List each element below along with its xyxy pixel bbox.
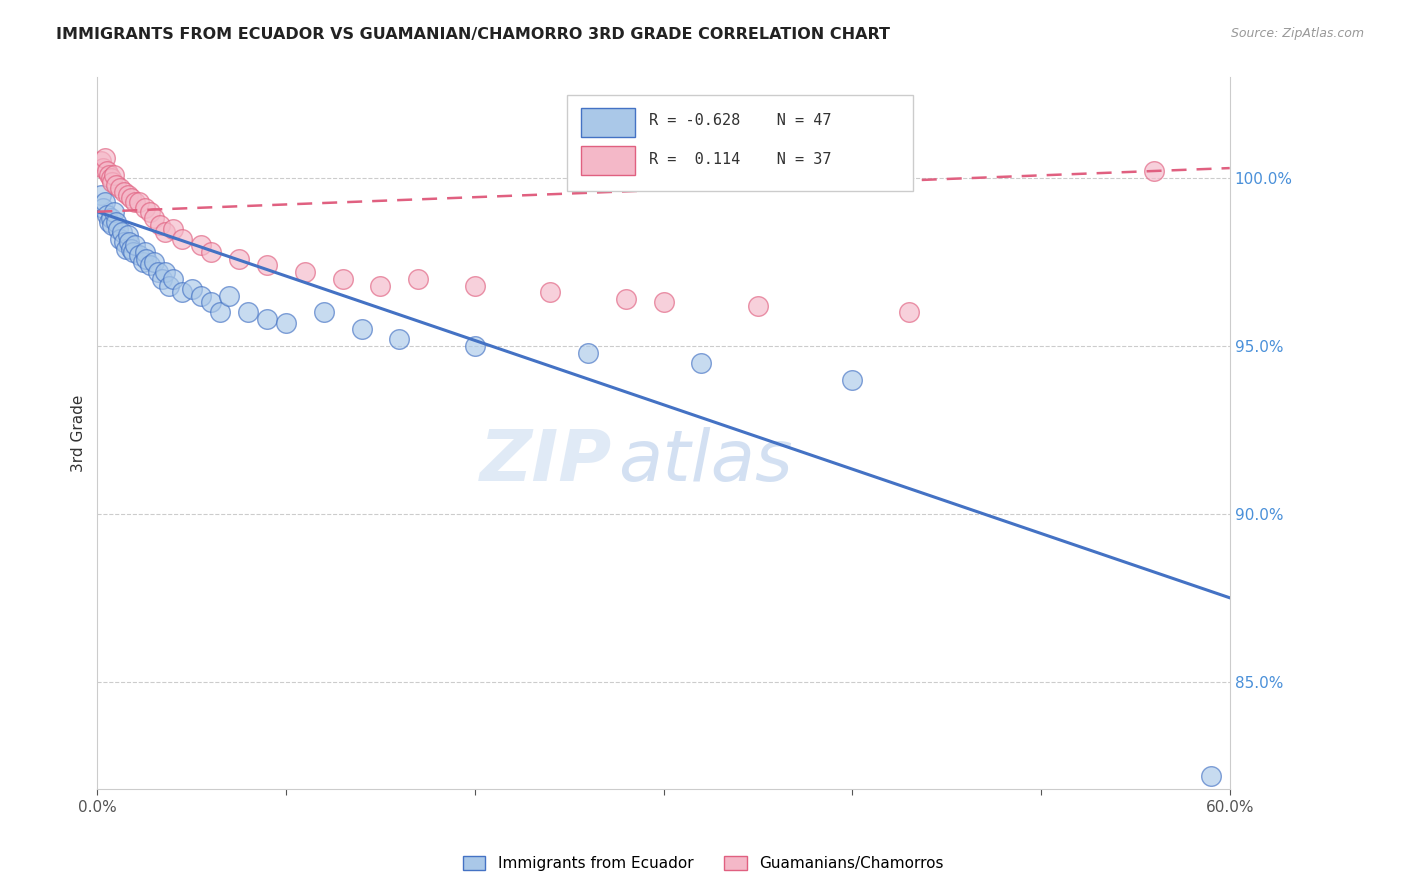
Y-axis label: 3rd Grade: 3rd Grade (72, 394, 86, 472)
Point (128, 194, 150, 209)
Point (103, 168, 125, 182)
Point (162, 272, 184, 286)
Point (406, 272, 429, 286)
Point (312, 305, 335, 319)
Point (114, 242, 136, 256)
Point (747, 299, 769, 313)
Point (117, 188, 139, 202)
Point (90, 154, 112, 169)
Text: Source: ZipAtlas.com: Source: ZipAtlas.com (1230, 27, 1364, 40)
Point (105, 178, 128, 192)
Point (91, 202, 114, 216)
Point (100, 211, 122, 226)
Point (101, 218, 124, 232)
Point (897, 305, 920, 319)
Text: ZIP: ZIP (481, 427, 613, 496)
Point (117, 228, 139, 243)
Point (111, 225, 134, 239)
Point (218, 288, 240, 302)
Point (256, 312, 278, 326)
Point (124, 238, 146, 252)
Point (134, 245, 156, 260)
Point (108, 181, 131, 195)
Point (576, 345, 599, 359)
Point (108, 231, 131, 245)
Point (97, 215, 120, 229)
Point (1143, 164, 1166, 178)
Point (200, 295, 222, 310)
Point (124, 194, 146, 209)
Point (614, 292, 637, 306)
Point (112, 235, 135, 249)
Point (538, 285, 561, 300)
Point (101, 174, 124, 188)
Point (228, 252, 250, 266)
Point (96, 208, 118, 222)
Point (190, 238, 212, 252)
Point (128, 248, 150, 262)
Point (96, 164, 118, 178)
Point (256, 259, 278, 273)
Point (370, 278, 392, 293)
Point (172, 231, 194, 245)
Point (143, 211, 166, 226)
Point (135, 252, 157, 266)
Text: R = -0.628    N = 47: R = -0.628 N = 47 (648, 113, 831, 128)
Point (118, 235, 141, 249)
Point (112, 185, 135, 199)
Point (332, 272, 354, 286)
FancyBboxPatch shape (567, 95, 912, 191)
Point (122, 245, 145, 260)
Point (172, 285, 194, 300)
Point (105, 215, 128, 229)
Point (690, 356, 713, 370)
Point (97, 168, 120, 182)
Point (139, 204, 162, 219)
Point (103, 204, 125, 219)
Point (388, 332, 411, 346)
Point (91, 161, 114, 175)
Point (652, 295, 675, 310)
Point (120, 242, 142, 256)
Point (238, 305, 260, 319)
Point (131, 255, 153, 269)
Legend: Immigrants from Ecuador, Guamanians/Chamorros: Immigrants from Ecuador, Guamanians/Cham… (457, 850, 949, 877)
FancyBboxPatch shape (581, 146, 636, 175)
Point (150, 272, 173, 286)
Point (841, 373, 863, 387)
Point (143, 255, 166, 269)
Point (94, 151, 117, 165)
Point (139, 259, 162, 273)
Point (100, 171, 122, 186)
Point (90, 188, 112, 202)
Point (208, 305, 231, 319)
Point (155, 225, 177, 239)
Point (274, 316, 297, 330)
Point (294, 265, 316, 279)
Point (464, 339, 486, 353)
Point (149, 218, 172, 232)
Point (1199, 769, 1222, 783)
Point (190, 288, 212, 302)
Point (155, 265, 177, 279)
Point (464, 278, 486, 293)
Text: atlas: atlas (619, 427, 793, 496)
Point (350, 322, 373, 336)
Point (107, 221, 129, 235)
Point (94, 194, 117, 209)
Text: IMMIGRANTS FROM ECUADOR VS GUAMANIAN/CHAMORRO 3RD GRADE CORRELATION CHART: IMMIGRANTS FROM ECUADOR VS GUAMANIAN/CHA… (56, 27, 890, 42)
Point (134, 202, 156, 216)
Point (162, 221, 184, 235)
Point (157, 278, 180, 293)
Point (180, 282, 202, 296)
Point (120, 191, 142, 205)
FancyBboxPatch shape (581, 108, 636, 136)
Point (200, 245, 222, 260)
Point (146, 265, 169, 279)
Text: R =  0.114    N = 37: R = 0.114 N = 37 (648, 152, 831, 167)
